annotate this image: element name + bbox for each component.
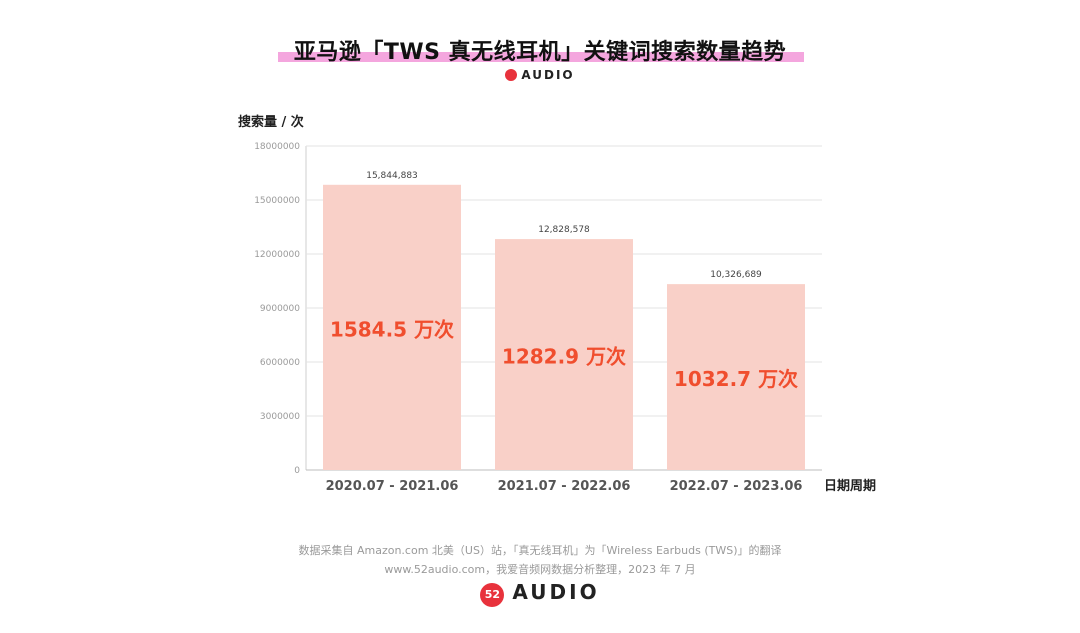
- bar-value-label: 12,828,578: [538, 225, 590, 235]
- bar-inner-label: 1032.7 万次: [674, 367, 798, 391]
- x-category-label: 2021.07 - 2022.06: [498, 479, 631, 494]
- title-wrap: 亚马逊「TWS 真无线耳机」关键词搜索数量趋势: [0, 34, 1080, 66]
- y-tick-label: 18000000: [254, 142, 300, 152]
- brand-logo-large: 52 AUDIO: [0, 580, 1080, 607]
- bar-value-label: 15,844,883: [366, 171, 418, 181]
- bar-value-label: 10,326,689: [710, 270, 762, 280]
- bar-inner-label: 1282.9 万次: [502, 345, 626, 369]
- y-tick-label: 6000000: [260, 358, 300, 368]
- title-underline: [278, 52, 804, 62]
- y-tick-label: 3000000: [260, 412, 300, 422]
- brand-logo-large-icon: 52: [480, 583, 505, 607]
- footer-source-note: 数据采集自 Amazon.com 北美（US）站，「真无线耳机」为「Wirele…: [298, 544, 782, 557]
- brand-name-large: AUDIO: [512, 580, 600, 604]
- bar-chart: 0 3000000 6000000 9000000 12000000 15000000 18…: [238, 114, 876, 494]
- x-axis-label: 日期周期: [824, 479, 876, 494]
- footer-credit: www.52audio.com，我爱音频网数据分析整理，2023 年 7 月: [384, 563, 696, 576]
- x-category-label: 2020.07 - 2021.06: [326, 479, 459, 494]
- brand-logo-icon: [505, 69, 518, 81]
- y-tick-label: 0: [294, 466, 300, 476]
- bar-inner-label: 1584.5 万次: [330, 317, 454, 341]
- y-tick-label: 15000000: [254, 196, 300, 206]
- y-tick-label: 9000000: [260, 304, 300, 314]
- brand-name-small: AUDIO: [521, 68, 575, 82]
- x-category-label: 2022.07 - 2023.06: [670, 479, 803, 494]
- bar: [495, 239, 633, 470]
- bar: [323, 184, 461, 470]
- y-tick-label: 12000000: [254, 250, 300, 260]
- y-axis-label: 搜索量 / 次: [238, 114, 304, 130]
- chart-title: 亚马逊「TWS 真无线耳机」关键词搜索数量趋势: [293, 40, 787, 65]
- bar: [667, 284, 805, 470]
- brand-logo-small: AUDIO: [0, 68, 1080, 82]
